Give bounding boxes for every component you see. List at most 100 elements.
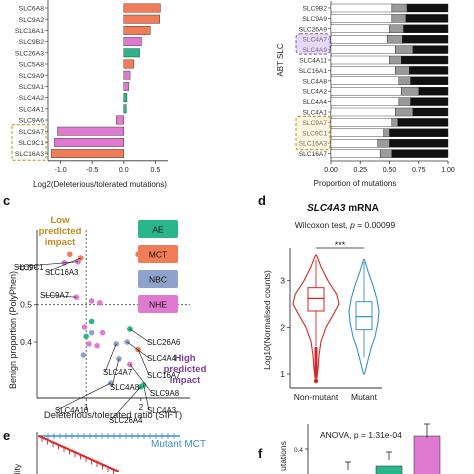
panel-c-point-label: SLC16A3 [45, 268, 78, 277]
panel-b-bar-segment [330, 118, 393, 127]
panel-b-bar-segment [330, 76, 400, 86]
panel-b-category-label: SLC9A7 [302, 120, 327, 127]
panel-b-stacked-bar-chart: 0.00 0.25 0.50 0.75 1.00 SLC9B2 SLC9A9 SLC26A9 S… [295, 1, 455, 174]
panel-b-bar-segment [395, 66, 410, 75]
panel-a-bar-chart: -1.0 -0.5 0.0 0.5 SLC6A8 SLC9A2 SLC16A1 SLC9B2 S… [11, 0, 168, 174]
panel-a-xlabel: Log2(Deleterious/tolerated mutations) [33, 180, 167, 189]
panel-b-category-label: SLC16A3 [299, 141, 328, 148]
panel-d-title: SLC4A3 mRNA [307, 203, 379, 214]
panel-b-bar-segment [330, 107, 396, 117]
panel-b-category-label: SLC4A11 [299, 58, 327, 65]
panel-b-bar-segment [383, 128, 390, 138]
panel-d-y-tick-label: 3 [280, 276, 285, 286]
panel-f-bar [375, 465, 403, 474]
panel-c-legend-label: MCT [149, 250, 167, 260]
panel-d-letter: d [258, 193, 266, 208]
panel-b-bar-segment [377, 138, 390, 148]
panel-c-low-impact-label: predicted [39, 226, 82, 237]
panel-d-outlier [314, 363, 318, 367]
panel-c-label-leader [41, 294, 77, 298]
panel-b-bar-segment [330, 35, 388, 44]
panel-a-category-label: SLC16A3 [15, 151, 44, 158]
panel-a-category-label: SLC5A8 [19, 62, 45, 69]
panel-d-stat-value: = 0.00099 [355, 220, 396, 230]
panel-c-point [86, 341, 92, 347]
panel-b-xlabel: Proportion of mutations [314, 179, 397, 188]
panel-a-category-label: SLC26A3 [15, 50, 44, 57]
panel-c-y-tick-label: 0.4 [20, 337, 32, 347]
panel-a-x-tick-label: 0.0 [119, 167, 129, 174]
panel-b-bar-segment [391, 118, 398, 127]
panel-d-sig-stars: *** [335, 240, 346, 250]
panel-b-bar-segment [386, 35, 403, 44]
panel-a-bar [123, 93, 128, 103]
panel-c-point [88, 298, 95, 304]
panel-a-category-label: SLC9C1 [18, 140, 44, 147]
panel-a-x-tick-label: 0.5 [151, 167, 161, 174]
panel-f-letter: f [258, 446, 263, 461]
panel-c-point-label: SLC16A7 [147, 371, 180, 380]
panel-c-point-label: SLC4A7 [103, 368, 132, 377]
panel-d-group-label: Non-mutant [294, 392, 339, 402]
panel-b-category-label: SLC4A7 [302, 37, 327, 44]
panel-b-bar-segment [397, 118, 449, 127]
panel-b-bar-segment [330, 14, 393, 23]
panel-d-box [307, 287, 325, 312]
panel-a-bar [57, 126, 124, 136]
panel-a-bar [123, 81, 130, 91]
panel-c-point [99, 329, 106, 336]
panel-d-group-label: Mutant [351, 392, 378, 402]
panel-d-stat-p: p [349, 220, 355, 230]
panel-c-legend-label: AE [152, 225, 164, 235]
panel-c-label-leader [129, 364, 153, 394]
panel-b-category-label: SLC4A8 [302, 78, 327, 85]
panel-b-x-tick-label: 0.25 [353, 167, 367, 174]
panel-b-bar-segment [330, 86, 402, 96]
panel-c-high-impact-label: impact [170, 375, 201, 386]
panel-b-bar-segment [418, 86, 449, 96]
panel-d-outlier [314, 346, 318, 350]
panel-b-bar-segment [330, 97, 400, 106]
panel-c-point [94, 342, 100, 349]
panel-b-category-label: SLC16A7 [299, 151, 328, 158]
panel-b-x-tick-label: 0.00 [324, 167, 338, 174]
panel-a-bar [50, 149, 124, 158]
panel-c-high-impact-label: High [174, 353, 195, 364]
panel-b-bar-segment [398, 97, 411, 106]
panel-b-highlight-box-purple [295, 33, 331, 55]
panel-e-legend-label: Mutant MCT [151, 439, 206, 450]
panel-c-point-label: SLC4A8 [110, 383, 139, 392]
panel-c-ylabel: Benign proportion (PolyPhen) [8, 271, 18, 389]
panel-a-category-label: SLC9A2 [19, 17, 45, 24]
panel-c-legend-key [138, 220, 178, 238]
panel-a-category-label: SLC4A2 [19, 95, 45, 102]
panel-b-bar-segment [391, 149, 449, 158]
panel-c-point-label: SLC26A4 [109, 416, 143, 425]
panel-a-category-label: SLC4A1 [19, 106, 45, 113]
panel-a-bar [123, 104, 127, 114]
panel-c-legend-key [138, 270, 178, 288]
panel-a-bar [123, 3, 161, 13]
panel-a-highlight-box [11, 124, 47, 161]
panel-b-bar-segment [330, 128, 384, 138]
panel-b-bar-segment [330, 55, 390, 65]
panel-b-bar-segment [330, 66, 396, 75]
panel-b-highlight-box [295, 115, 331, 151]
panel-b-bar-segment [403, 24, 449, 33]
panel-a-category-label: SLC16A1 [15, 28, 44, 35]
panel-b-category-label: SLC9A9 [302, 16, 327, 23]
panel-b-category-label: SLC4A4 [302, 99, 327, 106]
panel-b-category-label: SLC9C1 [302, 130, 327, 137]
panel-b-bar-segment [412, 107, 449, 117]
panel-d-outlier [314, 367, 318, 371]
panel-c-point-label: SLC4A4 [147, 354, 177, 363]
panel-a-bar [116, 115, 124, 125]
panel-d-stat: Wilcoxon test, p = 0.00099 [295, 220, 396, 230]
panel-c-point [97, 300, 103, 306]
panel-b-x-tick-label: 0.75 [412, 167, 426, 174]
panel-b-bar-segment [405, 14, 449, 23]
panel-c-point [83, 333, 89, 340]
panel-a-bar [123, 70, 131, 80]
panel-c-legend-label: NHE [149, 300, 167, 310]
panel-d-outlier [313, 378, 319, 384]
